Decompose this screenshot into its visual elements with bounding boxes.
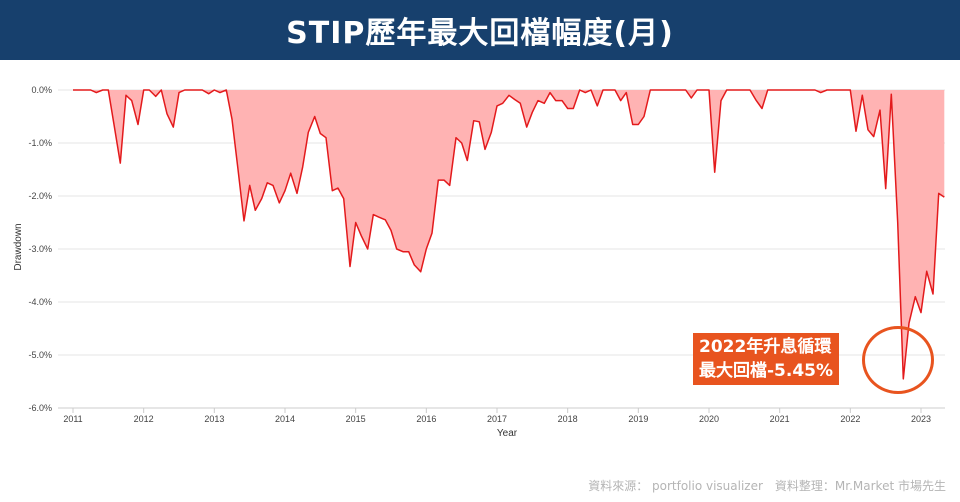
x-tick-label: 2021 xyxy=(770,414,790,424)
drawdown-line xyxy=(73,89,945,380)
y-tick-label: -1.0% xyxy=(28,138,52,148)
x-axis-label: Year xyxy=(497,428,518,439)
x-tick-label: 2013 xyxy=(204,414,224,424)
highlight-circle xyxy=(862,326,934,394)
x-tick-label: 2011 xyxy=(63,414,82,424)
x-tick-label: 2014 xyxy=(275,414,295,424)
y-tick-label: -3.0% xyxy=(28,244,52,254)
x-tick-label: 2012 xyxy=(134,414,154,424)
y-tick-label: 0.0% xyxy=(31,85,52,95)
plot-area xyxy=(73,89,945,380)
x-tick-label: 2023 xyxy=(911,414,931,424)
x-tick-label: 2016 xyxy=(416,414,436,424)
x-tick-label: 2022 xyxy=(840,414,860,424)
callout-line-1: 2022年升息循環 xyxy=(699,337,832,357)
rate-hike-callout: 2022年升息循環 最大回檔-5.45% xyxy=(693,333,840,385)
y-tick-label: -2.0% xyxy=(28,191,52,201)
page-title: STIP歷年最大回檔幅度(月) xyxy=(286,16,674,51)
y-tick-label: -6.0% xyxy=(28,403,52,413)
grid-lines xyxy=(58,89,945,409)
drawdown-area-fill xyxy=(73,90,945,379)
y-tick-label: -5.0% xyxy=(28,350,52,360)
x-tick-label: 2018 xyxy=(558,414,578,424)
x-axis: 2011 2012 2013 2014 2015 2016 2017 2018 2019 2020… xyxy=(63,408,931,424)
callout-line-2: 最大回檔-5.45% xyxy=(699,361,834,381)
y-axis-label: Drawdown xyxy=(13,223,24,270)
title-banner: STIP歷年最大回檔幅度(月) xyxy=(0,0,960,60)
y-axis: 0.0% -1.0% -2.0% -3.0% -4.0% -5.0% -6.0% xyxy=(28,85,52,413)
x-tick-label: 2015 xyxy=(346,414,366,424)
x-tick-label: 2017 xyxy=(487,414,507,424)
x-tick-label: 2020 xyxy=(699,414,719,424)
x-tick-label: 2019 xyxy=(628,414,648,424)
y-tick-label: -4.0% xyxy=(28,297,52,307)
drawdown-chart: 0.0%-1.0%-2.0%-3.0%-4.0%-5.0%-6.0% 2011 2… xyxy=(13,85,945,439)
source-credit: 資料來源： portfolio visualizer 資料整理：Mr.Marke… xyxy=(588,479,946,493)
